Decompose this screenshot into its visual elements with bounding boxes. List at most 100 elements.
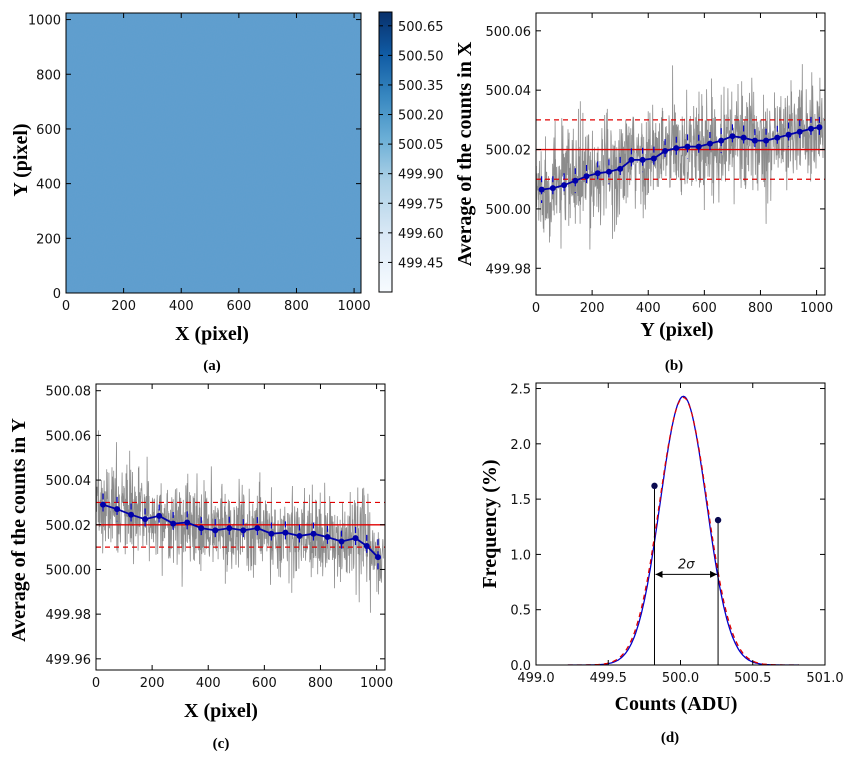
colorbar-tick-label: 499.75 [398,197,444,212]
colorbar-tick-label: 499.60 [398,227,444,242]
colorbar-tick-label: 500.05 [398,138,444,153]
panel-d-gaussian-fit-curve [567,396,799,665]
panel-b-y-tick-label: 500.06 [486,25,532,40]
panel-c-binned-point [268,530,275,537]
heatmap-y-tick-label: 600 [36,123,61,138]
panel-b-raw-profile [536,64,824,250]
panel-b-y-tick-label: 500.02 [486,144,532,159]
heatmap-ticks: 0 200 400 600 800 1000 0 200 400 600 800 1000 [28,13,371,314]
panel-d-chart: 2σ 499.0 499.5 500.0 500.5 501.0 0.0 0.5 1.0 1.5… [479,382,844,746]
panel-b-binned-point [729,133,736,140]
panel-c-binned-point [282,529,289,536]
heatmap-y-tick-label: 400 [36,178,61,193]
panel-d-x-tick-label: 501.0 [806,671,843,686]
panel-c-binned-point [363,542,370,549]
panel-c-y-tick-label: 499.98 [46,608,92,623]
panel-b-binned-point [785,131,792,138]
panel-b-y-tick-label: 499.98 [486,262,532,277]
panel-c-binned-series [100,493,381,576]
panel-d-caption: (d) [661,730,679,746]
panel-d-y-axis-label: Frequency (%) [479,459,501,588]
panel-c-caption: (c) [213,736,230,752]
heatmap-x-tick-label: 800 [284,299,309,314]
panel-c-binned-point [184,519,191,526]
panel-c-raw-line [96,430,384,613]
panel-b-binned-point [751,137,758,144]
panel-b-binned-point [807,125,814,132]
panel-b-x-tick-label: 400 [636,301,661,316]
colorbar-ticks: 499.45 499.60 499.75 499.90 500.05 500.20 500.… [379,20,444,271]
panel-d-y-tick-label: 1.0 [510,548,531,563]
panel-d-y-tick-label: 2.5 [510,383,531,398]
heatmap-y-tick-label: 1000 [28,14,61,29]
panel-c-x-tick-label: 1000 [360,676,393,691]
panel-c-y-tick-label: 500.06 [46,429,92,444]
panel-c-y-tick-label: 499.96 [46,653,92,668]
panel-b-x-tick-label: 200 [580,301,605,316]
panel-c-x-tick-label: 800 [308,676,333,691]
panel-b-binned-point [718,137,725,144]
panel-c-y-tick-label: 500.04 [46,474,92,489]
panel-b-binned-point [763,137,770,144]
panel-d-curves [567,395,799,665]
panel-c-raw-profile [96,430,384,613]
heatmap-y-tick-label: 0 [53,287,61,302]
panel-d-frame [535,382,826,666]
panel-c-x-tick-label: 600 [252,676,277,691]
panel-c-y-axis-label: Average of the counts in Y [8,418,30,642]
heatmap-y-tick-label: 800 [36,68,61,83]
panel-c-y-tick-label: 500.00 [46,563,92,578]
heatmap-x-axis-label: X (pixel) [175,323,249,345]
panel-c-binned-point [100,501,107,508]
panel-d-arrow-head-left [655,570,663,578]
panel-b-reference-lines [536,119,825,180]
panel-d-histogram-curve [567,395,799,665]
panel-d-ticks: 499.0 499.5 500.0 500.5 501.0 0.0 0.5 1.0 1.5 2.0… [510,383,843,686]
panel-b-binned-point [549,185,556,192]
panel-c-binned-point [142,516,149,523]
heatmap-x-tick-label: 1000 [338,299,371,314]
panel-b-binned-point [740,134,747,141]
panel-c-frame [95,383,386,671]
panel-d-y-tick-label: 1.5 [510,493,531,508]
panel-b-binned-point [628,156,635,163]
panel-c-binned-point [170,520,177,527]
panel-c-x-tick-label: 400 [196,676,221,691]
panel-c-binned-point [254,525,261,532]
panel-b-binned-point [572,177,579,184]
panel-b-binned-point [695,143,702,150]
heatmap-x-tick-label: 400 [169,299,194,314]
panel-c-binned-point [352,535,359,542]
panel-c-binned-point [198,525,205,532]
panel-c-binned-point [114,506,121,513]
panel-d-2sigma-label: 2σ [678,557,695,572]
panel-b-binned-series [538,116,823,203]
panel-d-x-tick-label: 499.0 [517,671,554,686]
colorbar-tick-label: 500.20 [398,109,444,124]
panel-c-binned-point [310,530,317,537]
panel-b-binned-point [673,145,680,152]
panel-a-caption: (a) [203,358,221,374]
panel-c-x-axis-label: X (pixel) [184,700,258,722]
panel-b-binned-point [662,148,669,155]
panel-c-y-tick-label: 500.08 [46,385,92,400]
colorbar-tick-label: 500.50 [398,49,444,64]
heatmap-x-tick-label: 600 [226,299,251,314]
panel-b-x-tick-label: 1000 [800,301,833,316]
panel-d-x-tick-label: 500.5 [734,671,771,686]
panel-c-y-tick-label: 500.02 [46,519,92,534]
panel-c-x-tick-label: 0 [92,676,100,691]
panel-c-ticks: 0 200 400 600 800 1000 499.96 499.98 500.00 500.0… [46,384,393,691]
panel-b-binned-point [594,170,601,177]
panel-b-caption: (b) [665,358,683,374]
panel-c-chart: 0 200 400 600 800 1000 499.96 499.98 500.00 500.0… [8,383,393,752]
panel-d-sigma-marker [714,516,722,524]
panel-c-binned-point [374,554,381,561]
panel-c-binned-point [324,534,331,541]
panel-b-binned-point [583,173,590,180]
heatmap-x-tick-label: 0 [62,299,70,314]
panel-c-binned-point [226,525,233,532]
panel-b-x-axis-label: Y (pixel) [640,319,713,341]
panel-d-sigma-marker [651,482,658,490]
